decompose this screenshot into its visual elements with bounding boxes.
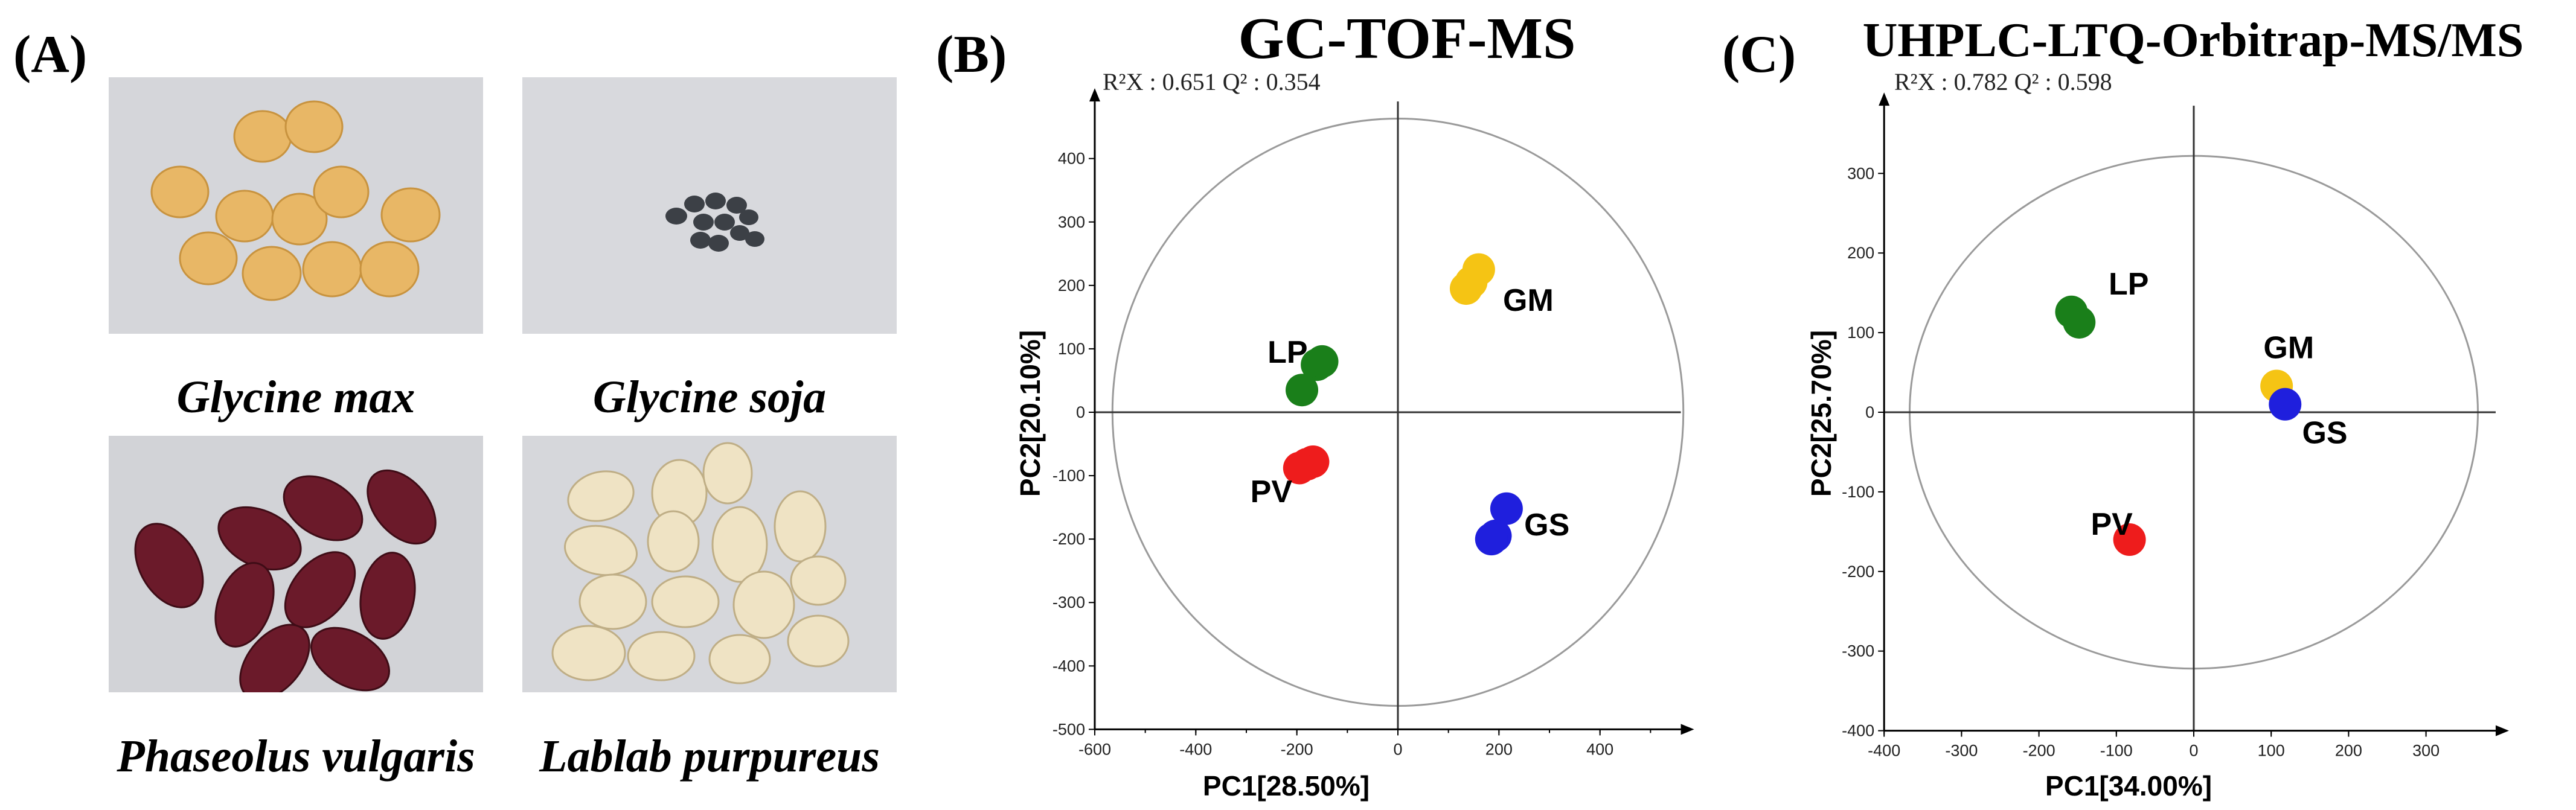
y-tick-label: 200 [1847,244,1874,262]
x-tick-label: -400 [1868,742,1900,760]
chart-c-title: UHPLC-LTQ-Orbitrap-MS/MS [1862,14,2524,67]
caption-glycine-soja: Glycine soja [592,372,827,423]
x-tick-label: 300 [2412,742,2440,760]
point-gs [1475,523,1508,556]
point-gm [1449,272,1482,305]
y-tick-label: -500 [1053,720,1085,738]
group-label-lp: LP [1267,335,1307,370]
point-pv [2113,523,2146,556]
x-tick-label: -100 [2100,742,2133,760]
x-tick-label: -400 [1179,740,1212,758]
x-axis-arrow [1680,724,1694,735]
panel-c-label: (C) [1722,25,1796,84]
x-axis-title: PC1[34.00%] [2045,770,2212,802]
chart-b-title: GC-TOF-MS [1238,6,1576,71]
photo-glycine-max [109,77,483,334]
group-label-gs: GS [1524,508,1569,543]
caption-glycine-max: Glycine max [176,372,415,423]
group-label-gm: GM [1503,283,1554,318]
x-tick-label: 200 [1485,740,1513,758]
group-label-pv: PV [1251,474,1293,509]
y-axis-arrow [1879,92,1890,106]
group-label-gs: GS [2302,415,2347,450]
y-tick-label: -300 [1842,642,1874,660]
y-tick-label: -200 [1053,530,1085,548]
point-lp [1286,374,1319,407]
group-label-pv: PV [2091,507,2133,542]
y-axis-title: PC2[25.70%] [1805,330,1837,497]
caption-phaseolus-vulgaris: Phaseolus vulgaris [117,731,475,782]
y-tick-label: 100 [1058,340,1085,358]
chart-c: -400 -300 -200 -100 0 100 200 300 300 200 100 0 -100… [1805,92,2509,802]
x-tick-label: 200 [2335,742,2362,760]
y-tick-label: -200 [1842,563,1874,581]
point-gs [2269,387,2302,421]
group-label-gm: GM [2263,330,2314,365]
chart-c-stats: R²X : 0.782 Q² : 0.598 [1894,68,2112,95]
y-tick-label: 200 [1058,276,1085,295]
x-tick-label: 400 [1586,740,1613,758]
point-pv [1283,451,1316,485]
y-tick-label: 300 [1058,213,1085,231]
x-tick-label: 0 [2189,742,2198,760]
y-tick-label: 100 [1847,324,1874,342]
y-tick-label: -300 [1053,593,1085,611]
x-tick-label: -600 [1078,740,1111,758]
y-tick-label: -400 [1053,657,1085,675]
panel-b-label: (B) [936,25,1007,84]
chart-b: -600 -400 -200 0 200 400 400 300 200 100 0 -100 -200… [1014,88,1694,802]
x-tick-label: 100 [2258,742,2285,760]
y-tick-label: 300 [1847,164,1874,182]
x-tick-label: -200 [1281,740,1313,758]
point-lp [2063,305,2096,339]
group-label-lp: LP [2109,267,2148,302]
photo-lablab-purpureus [522,436,897,692]
panel-a-label: (A) [13,25,88,84]
x-tick-label: 0 [1393,740,1402,758]
caption-lablab-purpureus: Lablab purpureus [539,731,880,782]
x-tick-label: -200 [2023,742,2055,760]
y-tick-label: 400 [1058,150,1085,168]
y-axis-title: PC2[20.10%] [1014,330,1046,497]
y-tick-label: 0 [1076,403,1085,421]
y-axis-arrow [1089,88,1100,102]
point-gs [1490,492,1523,525]
x-axis-arrow [2495,725,2509,736]
x-tick-label: -300 [1945,742,1978,760]
y-tick-label: -100 [1842,483,1874,501]
chart-b-stats: R²X : 0.651 Q² : 0.354 [1103,68,1321,95]
photo-phaseolus-vulgaris [109,436,483,692]
y-tick-label: -100 [1053,467,1085,485]
y-tick-label: 0 [1865,403,1874,421]
point-lp [1306,345,1339,378]
y-tick-label: -400 [1842,722,1874,740]
photo-glycine-soja [522,77,897,334]
x-axis-title: PC1[28.50%] [1203,770,1370,802]
